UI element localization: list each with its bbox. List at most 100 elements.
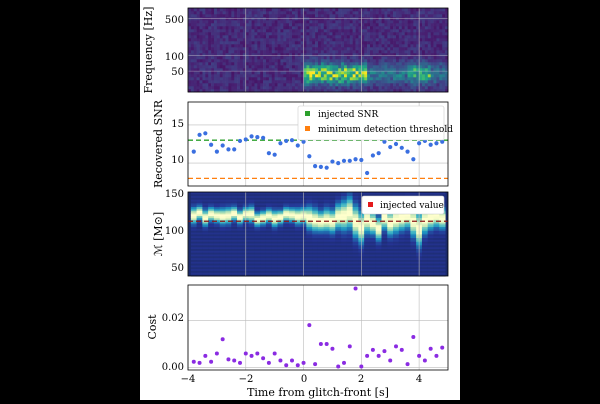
spectrogram-cell [390, 68, 394, 72]
spectrogram-cell [341, 77, 345, 81]
mass-cell [248, 261, 255, 264]
spectrogram-cell [280, 59, 284, 63]
mass-cell [317, 241, 325, 244]
mass-cell [427, 266, 435, 270]
spectrogram-cell [404, 47, 408, 51]
spectrogram-cell [318, 38, 322, 42]
spectrogram-cell [424, 50, 429, 54]
spectrogram-cell [413, 8, 417, 12]
mass-cell [306, 243, 313, 246]
mass-cell [346, 274, 354, 277]
mass-cell [323, 266, 331, 270]
spectrogram-cell [300, 44, 304, 48]
spectrogram-cell [202, 20, 206, 24]
spectrogram-cell [286, 83, 290, 87]
mass-cell [196, 237, 203, 240]
spectrogram-cell [396, 47, 400, 51]
mass-cell [364, 239, 371, 242]
legend-label: injected value [380, 201, 444, 211]
mass-cell [219, 192, 227, 195]
mass-cell [387, 265, 394, 268]
mass-cell [352, 274, 359, 277]
mass-cell [306, 252, 313, 255]
spectrogram-cell [190, 47, 195, 51]
spectrogram-cell [430, 53, 434, 57]
mass-cell [271, 263, 279, 266]
spectrogram-cell [188, 65, 192, 69]
spectrogram-cell [202, 65, 206, 69]
spectrogram-cell [309, 71, 313, 75]
mass-cell [421, 234, 429, 237]
spectrogram-cell [344, 53, 348, 57]
mass-cell [427, 244, 435, 248]
spectrogram-cell [375, 83, 379, 87]
mass-cell [190, 210, 198, 213]
spectrogram-cell [266, 50, 270, 54]
spectrogram-cell [280, 77, 284, 81]
spectrogram-cell [372, 65, 377, 69]
spectrogram-cell [361, 80, 365, 84]
y-axis-label: Recovered SNR [152, 99, 165, 188]
spectrogram-cell [283, 86, 287, 90]
mass-cell [404, 265, 411, 268]
spectrogram-cell [266, 8, 270, 12]
mass-cell [329, 255, 336, 259]
spectrogram-cell [297, 74, 301, 78]
spectrogram-cell [387, 47, 391, 51]
spectrogram-cell [222, 38, 226, 42]
mass-cell [254, 268, 261, 271]
spectrogram-cell [309, 41, 313, 45]
spectrogram-cell [323, 29, 327, 33]
mass-cell [254, 274, 261, 277]
spectrogram-cell [190, 71, 195, 75]
mass-cell [439, 219, 446, 222]
spectrogram-cell [222, 8, 226, 12]
mass-cell [237, 235, 244, 239]
mass-cell [329, 246, 336, 250]
spectrogram-cell [245, 83, 249, 87]
spectrogram-cell [268, 65, 273, 69]
mass-cell [323, 237, 331, 240]
spectrogram-cell [381, 41, 385, 45]
xtick-label: 2 [358, 374, 364, 385]
mass-cell [346, 248, 354, 251]
spectrogram-cell [329, 44, 333, 48]
spectrogram-cell [271, 74, 275, 78]
mass-cell [219, 268, 227, 271]
mass-cell [225, 223, 232, 226]
mass-cell [427, 259, 435, 262]
mass-cell [260, 252, 267, 255]
spectrogram-cell [335, 80, 339, 84]
mass-cell [225, 250, 232, 253]
mass-cell [369, 224, 377, 228]
spectrogram-cell [338, 44, 342, 48]
mass-cell [213, 272, 221, 275]
spectrogram-cell [286, 11, 290, 15]
spectrogram-cell [416, 71, 420, 75]
spectrogram-cell [245, 26, 249, 30]
spectrogram-cell [274, 23, 278, 27]
spectrogram-cell [442, 26, 446, 30]
spectrogram-cell [361, 38, 365, 42]
mass-cell [213, 199, 221, 202]
mass-cell [387, 263, 394, 266]
spectrogram-cell [300, 29, 304, 33]
spectrogram-cell [375, 29, 379, 33]
spectrogram-cell [234, 35, 238, 39]
spectrogram-cell [268, 20, 273, 24]
mass-cell [317, 255, 325, 259]
mass-cell [393, 255, 400, 259]
spectrogram-cell [349, 71, 353, 75]
mass-cell [254, 239, 261, 242]
spectrogram-cell [398, 29, 403, 33]
mass-cell [254, 270, 261, 273]
spectrogram-cell [381, 89, 385, 93]
mass-cell [381, 234, 388, 237]
mass-cell [317, 257, 325, 260]
mass-cell [427, 246, 435, 250]
spectrogram-cell [445, 8, 449, 12]
spectrogram-cell [283, 50, 287, 54]
spectrogram-cell [205, 77, 209, 81]
mass-cell [421, 221, 429, 224]
spectrogram-cell [271, 35, 275, 39]
